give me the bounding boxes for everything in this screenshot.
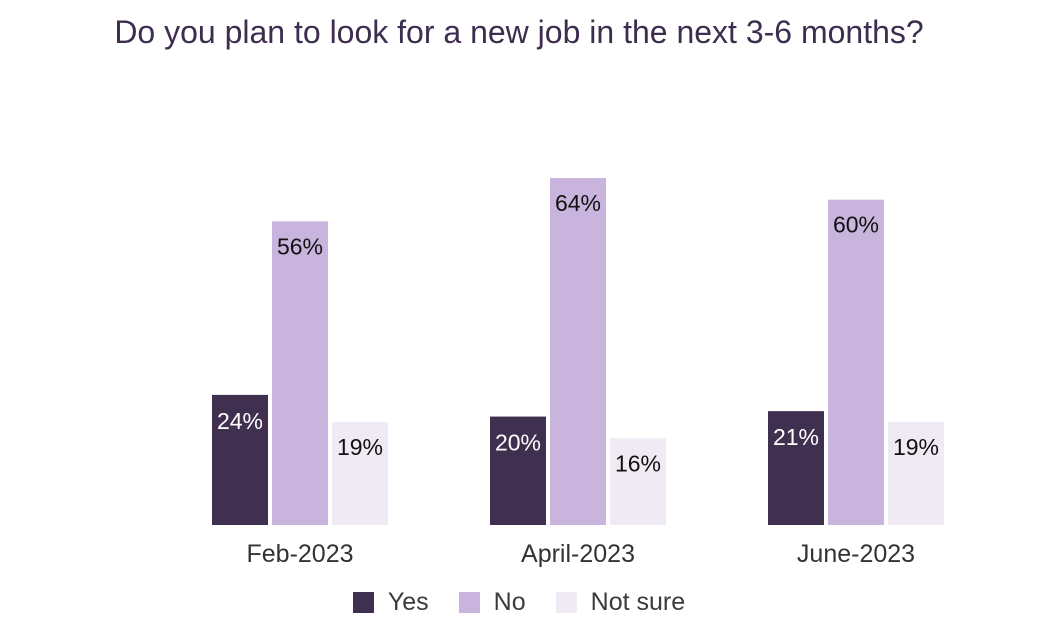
data-label-yes-april-2023: 20% bbox=[495, 430, 541, 456]
data-label-yes-feb-2023: 24% bbox=[217, 408, 263, 434]
chart-title: Do you plan to look for a new job in the… bbox=[114, 14, 924, 50]
category-label-april-2023: April-2023 bbox=[521, 540, 635, 568]
legend-swatch-yes bbox=[352, 592, 374, 613]
bar-not-sure-feb-2023 bbox=[332, 421, 388, 525]
bar-no-april-2023 bbox=[550, 178, 606, 525]
data-label-not-sure-june-2023: 19% bbox=[893, 434, 939, 460]
data-label-no-june-2023: 60% bbox=[833, 212, 879, 238]
data-label-not-sure-april-2023: 16% bbox=[615, 450, 661, 476]
legend-label-yes: Yes bbox=[387, 588, 429, 616]
bar-yes-june-2023 bbox=[768, 411, 824, 525]
legend-item-yes: Yes bbox=[352, 588, 429, 617]
bar-not-sure-april-2023 bbox=[610, 438, 666, 525]
category-label-june-2023: June-2023 bbox=[797, 540, 915, 568]
bar-no-feb-2023 bbox=[272, 221, 328, 525]
chart-legend: Yes No Not sure bbox=[0, 588, 1038, 617]
bar-not-sure-june-2023 bbox=[888, 421, 944, 525]
data-label-no-april-2023: 64% bbox=[555, 190, 601, 216]
legend-swatch-no bbox=[458, 592, 480, 613]
legend-item-not-sure: Not sure bbox=[555, 588, 686, 617]
legend-swatch-not-sure bbox=[555, 592, 577, 613]
category-label-feb-2023: Feb-2023 bbox=[246, 540, 353, 568]
bar-yes-april-2023 bbox=[490, 416, 546, 525]
bar-yes-feb-2023 bbox=[212, 394, 268, 525]
legend-item-no: No bbox=[458, 588, 526, 617]
legend-label-not-sure: Not sure bbox=[590, 588, 686, 616]
bar-no-june-2023 bbox=[828, 199, 884, 525]
data-label-yes-june-2023: 21% bbox=[773, 424, 819, 450]
legend-label-no: No bbox=[493, 588, 526, 616]
data-label-no-feb-2023: 56% bbox=[277, 233, 323, 259]
data-label-not-sure-feb-2023: 19% bbox=[337, 434, 383, 460]
